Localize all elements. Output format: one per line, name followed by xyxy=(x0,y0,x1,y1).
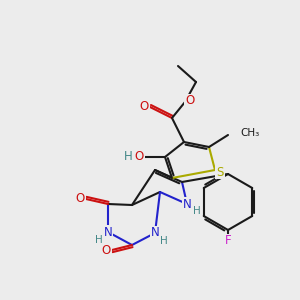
Text: N: N xyxy=(183,197,191,211)
Text: N: N xyxy=(103,226,112,238)
Text: S: S xyxy=(216,166,224,178)
Text: H: H xyxy=(95,235,103,245)
Text: F: F xyxy=(225,235,231,248)
Text: O: O xyxy=(75,193,85,206)
Text: H: H xyxy=(193,206,201,216)
Text: O: O xyxy=(185,94,195,107)
Text: O: O xyxy=(134,149,144,163)
Text: O: O xyxy=(101,244,111,256)
Text: CH₃: CH₃ xyxy=(240,128,259,138)
Text: H: H xyxy=(160,236,168,246)
Text: N: N xyxy=(151,226,159,239)
Text: H: H xyxy=(124,149,132,163)
Text: O: O xyxy=(140,100,148,112)
